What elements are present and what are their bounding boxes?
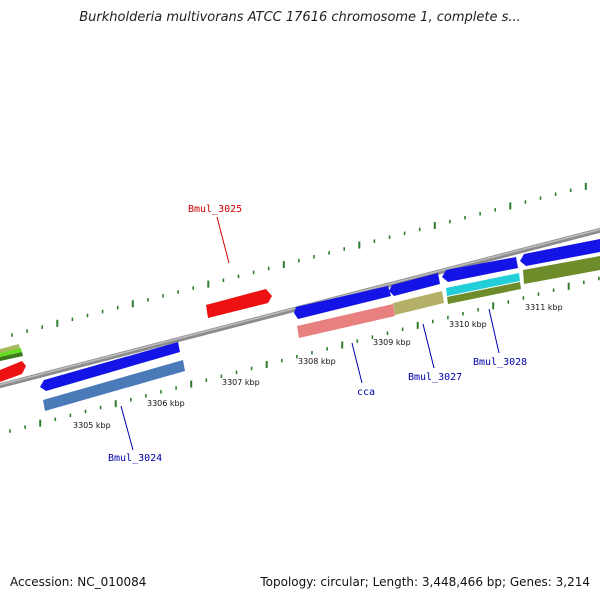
gene-label-leaders <box>120 216 500 451</box>
cds-left-green-bot[interactable] <box>0 352 23 361</box>
cds-bmul-3024-forward[interactable] <box>40 342 180 391</box>
tick-label: 3308 kbp <box>298 357 336 366</box>
gene-band-3027[interactable] <box>393 291 444 315</box>
tick-label: 3310 kbp <box>449 320 487 329</box>
accession-text: Accession: NC_010084 <box>10 575 147 589</box>
gene-label-bmul-3024[interactable]: Bmul_3024 <box>108 453 162 464</box>
cds-bmul-3028-forward[interactable] <box>442 257 518 282</box>
gene-label-bmul-3028[interactable]: Bmul_3028 <box>473 357 527 368</box>
gene-band-features <box>43 256 600 411</box>
tick-label: 3311 kbp <box>525 303 563 312</box>
leader-bmul-3027 <box>422 323 435 369</box>
cds-cca-forward[interactable] <box>294 286 391 319</box>
forward-cds-features <box>40 239 600 391</box>
cds-bmul-3027-forward[interactable] <box>389 273 440 296</box>
tick-label: 3306 kbp <box>147 399 185 408</box>
gene-label-bmul-3025[interactable]: Bmul_3025 <box>188 204 242 215</box>
tick-label: 3305 kbp <box>73 421 111 430</box>
leader-bmul-3024 <box>120 405 134 451</box>
outer-tick-row <box>11 182 587 337</box>
leader-cca <box>351 342 363 384</box>
topology-summary-text: Topology: circular; Length: 3,448,466 bp… <box>260 575 590 589</box>
cds-right-forward[interactable] <box>520 239 600 266</box>
tick-labels: 3305 kbp 3306 kbp 3307 kbp 3308 kbp 3309… <box>73 303 563 430</box>
gene-band-3028-green[interactable] <box>447 282 521 304</box>
gene-label-bmul-3027[interactable]: Bmul_3027 <box>408 372 462 383</box>
cds-left-green-top[interactable] <box>0 344 20 354</box>
gene-band-bmul-3024[interactable] <box>43 360 185 411</box>
gene-band-right-green[interactable] <box>523 256 600 284</box>
tick-label: 3307 kbp <box>222 378 260 387</box>
gene-band-cca[interactable] <box>297 304 395 338</box>
cds-left-red-arrow[interactable] <box>0 361 26 382</box>
cds-bmul-3025-reverse[interactable] <box>206 289 272 318</box>
left-edge-features <box>0 344 26 382</box>
inner-tick-row <box>9 276 600 433</box>
cds-left-green-mid[interactable] <box>0 348 22 357</box>
map-title: Burkholderia multivorans ATCC 17616 chro… <box>79 10 521 25</box>
gene-labels: Bmul_3025 Bmul_3024 cca Bmul_3027 Bmul_3… <box>108 204 527 464</box>
gene-band-3028-cyan[interactable] <box>446 273 520 296</box>
leader-bmul-3025 <box>216 216 230 264</box>
leader-bmul-3028 <box>488 308 500 354</box>
tick-label: 3309 kbp <box>373 338 411 347</box>
gene-label-cca[interactable]: cca <box>357 387 375 398</box>
